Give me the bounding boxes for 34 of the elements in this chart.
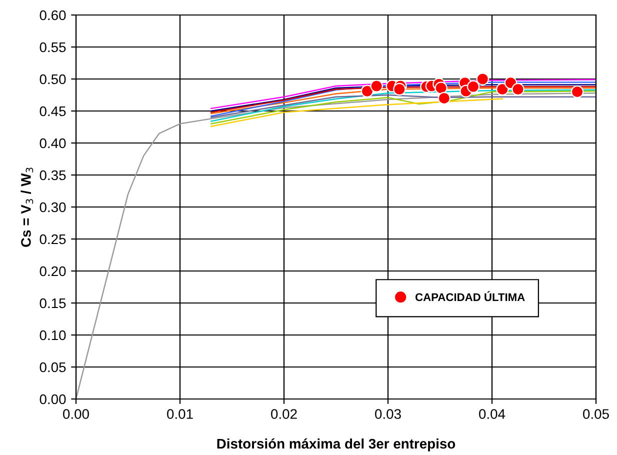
point	[438, 92, 451, 105]
y-tick-label: 0.15	[40, 298, 66, 308]
point	[496, 82, 509, 96]
line-series	[210, 98, 504, 127]
y-tick-label: 0.05	[40, 362, 66, 372]
y-tick-label: 0.55	[40, 42, 66, 52]
y-tick-label: 0.25	[40, 234, 66, 244]
point	[370, 80, 383, 92]
y-tick-label: 0.60	[40, 10, 66, 20]
point	[466, 80, 480, 94]
point	[360, 84, 374, 98]
x-tick-label: 0.05	[583, 409, 609, 419]
y-axis-title: Cs = V$_{3}$ / W$_{3}$	[20, 168, 34, 247]
line-series	[210, 79, 596, 110]
x-tick-label: 0.04	[479, 409, 506, 419]
y-tick-label: 0.20	[40, 266, 66, 276]
point	[570, 85, 584, 98]
y-tick-label: 0.00	[40, 394, 66, 404]
y-tick-label: 0.30	[40, 202, 66, 212]
x-tick-label: 0.01	[167, 409, 193, 419]
x-tick-label: 0.02	[271, 409, 297, 419]
point	[512, 82, 524, 96]
y-tick-label: 0.35	[40, 170, 66, 180]
x-tick-label: 0.03	[375, 409, 401, 419]
y-tick-label: 0.40	[40, 138, 66, 148]
point	[476, 72, 490, 86]
point	[434, 82, 448, 94]
point	[393, 82, 406, 96]
y-tick-label: 0.50	[40, 74, 66, 84]
x-axis-title: Distorsión máxima del 3er entrepiso	[217, 438, 456, 452]
legend-label: CAPACIDAD ÚLTIMA	[415, 291, 525, 302]
y-tick-label: 0.45	[40, 106, 66, 116]
x-tick-label: 0.00	[63, 409, 89, 419]
y-tick-label: 0.10	[40, 330, 66, 340]
